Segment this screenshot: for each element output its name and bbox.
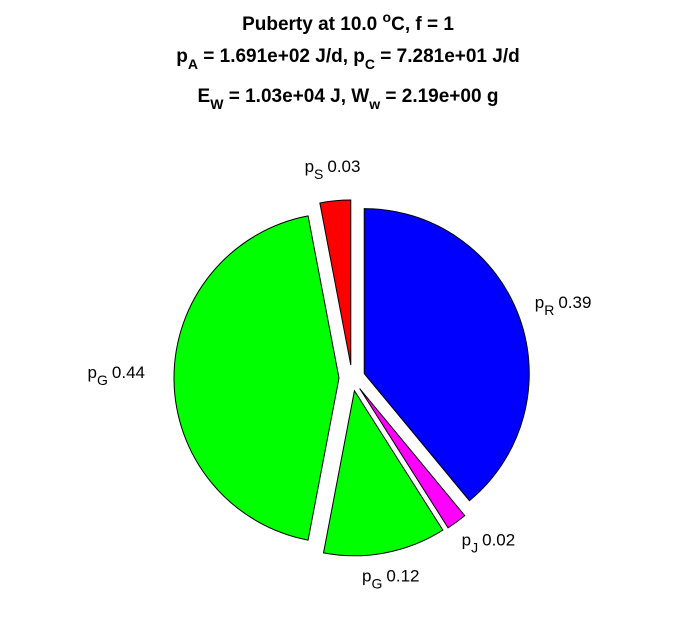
label-prefix: p	[305, 157, 314, 176]
pie-slice	[359, 388, 466, 529]
label-subscript: S	[314, 166, 323, 182]
title-line: pA = 1.691e+02 J/d, pC = 7.281e+01 J/d	[176, 46, 519, 72]
label-prefix: p	[88, 363, 97, 382]
slice-label: pG 0.44	[88, 363, 145, 388]
slice-label: pS 0.03	[305, 157, 361, 182]
label-prefix: p	[362, 566, 371, 585]
pie-slice	[173, 215, 340, 541]
pie-slice	[363, 208, 530, 502]
pie-slice	[319, 199, 352, 366]
label-prefix: p	[535, 293, 544, 312]
label-subscript: G	[97, 372, 108, 388]
pie-slice	[322, 389, 444, 557]
slice-label: pR 0.39	[535, 293, 592, 318]
label-subscript: G	[372, 575, 383, 591]
label-value: 0.12	[386, 566, 419, 585]
slice-label: pG 0.12	[362, 566, 419, 591]
title-line: EW = 1.03e+04 J, Ww = 2.19e+00 g	[198, 86, 499, 112]
label-prefix: p	[462, 530, 471, 549]
title-line: Puberty at 10.0 oC, f = 1	[242, 9, 454, 35]
label-value: 0.39	[558, 293, 591, 312]
label-value: 0.44	[112, 363, 145, 382]
label-value: 0.03	[327, 157, 360, 176]
label-subscript: J	[471, 539, 478, 555]
label-value: 0.02	[482, 530, 515, 549]
slice-label: pJ 0.02	[462, 530, 516, 555]
label-subscript: R	[544, 302, 554, 318]
